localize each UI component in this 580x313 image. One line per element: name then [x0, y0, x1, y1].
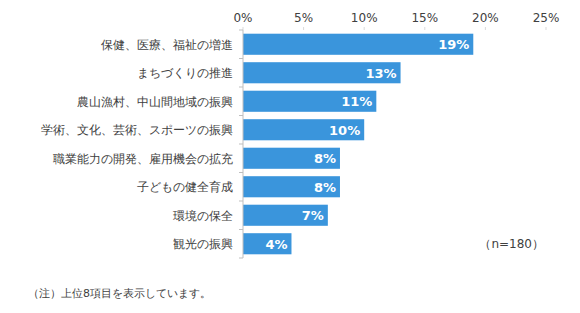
- axis-tick: [239, 201, 243, 202]
- category-label: 環境の保全: [173, 209, 233, 223]
- bar: [243, 62, 401, 83]
- tick-label: 5%: [294, 11, 313, 25]
- tick-label: 15%: [411, 11, 438, 25]
- bar: [243, 176, 340, 197]
- bar: [243, 34, 473, 55]
- data-label: 13%: [365, 66, 396, 81]
- axis-tick: [239, 258, 243, 259]
- tick-label: 0%: [233, 11, 252, 25]
- annotation: （注）上位8項目を表示しています。: [28, 287, 211, 300]
- axis-tick: [239, 229, 243, 230]
- tick-mark: [424, 27, 425, 30]
- tick-mark: [303, 27, 304, 30]
- axis-tick: [239, 87, 243, 88]
- data-label: 4%: [265, 237, 287, 252]
- bar: [243, 233, 291, 254]
- tick-mark: [485, 27, 486, 30]
- tick-label: 10%: [351, 11, 378, 25]
- annotation: （n=180）: [479, 237, 544, 251]
- tick-mark: [546, 27, 547, 30]
- category-label: まちづくりの推進: [137, 66, 233, 80]
- data-label: 8%: [314, 151, 336, 166]
- tick-label: 20%: [472, 11, 499, 25]
- axis-tick: [239, 30, 243, 31]
- category-label: 子どもの健全育成: [137, 180, 233, 194]
- bar: [243, 119, 364, 140]
- data-label: 10%: [329, 123, 360, 138]
- chart: 0% 5% 10% 15% 20% 25% 保健、医療、福祉の増進まちづくりの推進農山漁村、…: [0, 0, 580, 313]
- tick-label: 25%: [533, 11, 560, 25]
- tick-mark: [364, 27, 365, 30]
- data-label: 11%: [341, 94, 372, 109]
- data-label: 7%: [302, 208, 324, 223]
- bar: [243, 148, 340, 169]
- category-label: 保健、医療、福祉の増進: [101, 38, 233, 52]
- bar: [243, 205, 328, 226]
- category-label: 観光の振興: [173, 237, 233, 251]
- data-label: 19%: [438, 37, 469, 52]
- axis-tick: [239, 172, 243, 173]
- axis-tick: [239, 58, 243, 59]
- axis-tick: [239, 115, 243, 116]
- bar: [243, 91, 376, 112]
- data-label: 8%: [314, 180, 336, 195]
- category-label: 職業能力の開発、雇用機会の拡充: [53, 152, 233, 166]
- category-label: 農山漁村、中山間地域の振興: [77, 95, 233, 109]
- category-label: 学術、文化、芸術、スポーツの振興: [41, 123, 233, 137]
- axis-tick: [239, 144, 243, 145]
